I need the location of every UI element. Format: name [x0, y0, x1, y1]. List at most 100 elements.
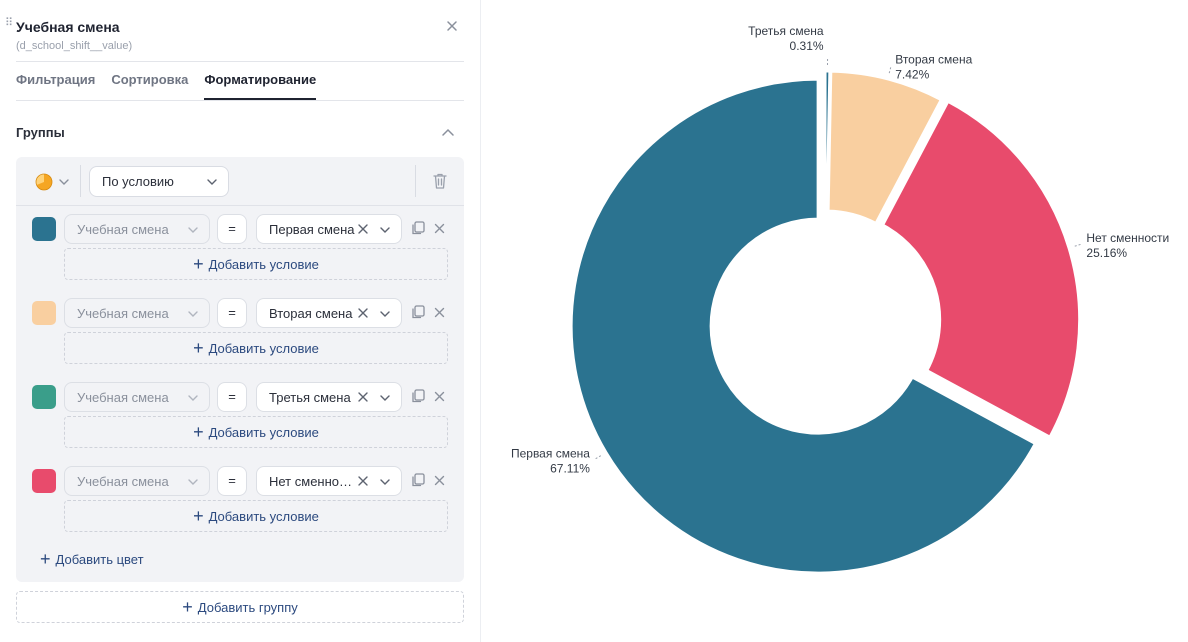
slice-leader-line	[1074, 243, 1083, 247]
tabs: Фильтрация Сортировка Форматирование	[16, 72, 332, 100]
divider	[415, 165, 416, 197]
add-group-label: Добавить группу	[197, 599, 298, 615]
slice-value-label: 7.42%	[895, 67, 929, 81]
value-select[interactable]: Вторая смена	[256, 298, 402, 328]
operator-select[interactable]: =	[217, 382, 247, 412]
chevron-down-icon	[207, 178, 217, 185]
add-group-button[interactable]: + Добавить группу	[16, 591, 464, 623]
divider	[16, 61, 464, 62]
slice-leader-line	[888, 65, 892, 74]
pie-slice[interactable]	[569, 77, 1037, 575]
close-icon[interactable]	[434, 391, 445, 402]
add-condition-label: Добавить условие	[208, 340, 319, 356]
tab-filter[interactable]: Фильтрация	[16, 72, 96, 87]
slice-label: Первая смена	[511, 447, 590, 461]
close-icon[interactable]	[434, 307, 445, 318]
add-condition-label: Добавить условие	[208, 424, 319, 440]
copy-icon[interactable]	[410, 304, 426, 320]
chart-area: Третья смена 0.31% Вторая смена 7.42% Нет см…	[480, 0, 1188, 642]
value-select-label: Нет сменности	[269, 473, 357, 489]
chevron-up-icon[interactable]	[440, 125, 456, 141]
slice-value-label: 67.11%	[550, 462, 590, 476]
color-swatch[interactable]	[32, 469, 56, 493]
divider	[16, 205, 464, 206]
copy-icon[interactable]	[410, 220, 426, 236]
field-select-label: Учебная смена	[77, 389, 169, 405]
color-rule: Учебная смена = Третья смена + Добавить у…	[16, 382, 464, 469]
operator-select[interactable]: =	[217, 298, 247, 328]
slice-leader-line	[593, 455, 602, 461]
tab-sort[interactable]: Сортировка	[111, 72, 189, 87]
clear-icon[interactable]	[357, 391, 369, 403]
chevron-down-icon	[59, 179, 69, 185]
chart-type-button[interactable]	[34, 171, 74, 193]
copy-icon[interactable]	[410, 472, 426, 488]
chevron-down-icon	[188, 311, 198, 317]
color-rule: Учебная смена = Нет сменности + Добавить …	[16, 466, 464, 553]
value-select[interactable]: Нет сменности	[256, 466, 402, 496]
chevron-down-icon	[188, 395, 198, 401]
field-select[interactable]: Учебная смена	[64, 214, 210, 244]
field-select[interactable]: Учебная смена	[64, 382, 210, 412]
field-select-label: Учебная смена	[77, 221, 169, 237]
chevron-down-icon	[188, 227, 198, 233]
close-icon[interactable]	[444, 18, 460, 34]
chevron-down-icon	[380, 479, 390, 485]
field-select-label: Учебная смена	[77, 473, 169, 489]
add-condition-button[interactable]: + Добавить условие	[64, 416, 448, 448]
pie-slice[interactable]	[826, 69, 943, 226]
chevron-down-icon	[188, 479, 198, 485]
section-title-groups: Группы	[16, 125, 65, 140]
chevron-down-icon	[380, 227, 390, 233]
add-condition-label: Добавить условие	[208, 508, 319, 524]
add-condition-button[interactable]: + Добавить условие	[64, 248, 448, 280]
value-select-label: Вторая смена	[269, 305, 353, 321]
trash-icon[interactable]	[432, 172, 448, 190]
color-rule: Учебная смена = Вторая смена + Добавить у…	[16, 298, 464, 385]
slice-label: Нет сменности	[1086, 231, 1169, 245]
slice-label: Третья смена	[748, 24, 824, 38]
add-condition-button[interactable]: + Добавить условие	[64, 500, 448, 532]
group-mode-select[interactable]: По условию	[89, 166, 229, 197]
clear-icon[interactable]	[357, 307, 369, 319]
color-swatch[interactable]	[32, 217, 56, 241]
add-color-label: Добавить цвет	[55, 551, 144, 567]
slice-value-label: 25.16%	[1086, 246, 1127, 260]
close-icon[interactable]	[434, 475, 445, 486]
pie-chart-icon	[35, 173, 53, 191]
value-select[interactable]: Третья смена	[256, 382, 402, 412]
pie-slice[interactable]	[881, 99, 1082, 439]
operator-select[interactable]: =	[217, 466, 247, 496]
panel-title: Учебная смена	[16, 19, 120, 35]
group-card: По условию Учебная смена = Первая смена …	[16, 157, 464, 582]
add-condition-label: Добавить условие	[208, 256, 319, 272]
value-select[interactable]: Первая смена	[256, 214, 402, 244]
color-swatch[interactable]	[32, 385, 56, 409]
close-icon[interactable]	[434, 223, 445, 234]
value-select-label: Третья смена	[269, 389, 351, 405]
tab-format[interactable]: Форматирование	[204, 72, 317, 100]
field-select[interactable]: Учебная смена	[64, 466, 210, 496]
group-mode-label: По условию	[102, 174, 174, 189]
slice-label: Вторая смена	[895, 52, 972, 66]
settings-panel: ⠿ Учебная смена (d_school_shift__value) …	[0, 0, 480, 642]
chevron-down-icon	[380, 395, 390, 401]
operator-select[interactable]: =	[217, 214, 247, 244]
divider	[80, 165, 81, 197]
clear-icon[interactable]	[357, 223, 369, 235]
clear-icon[interactable]	[357, 475, 369, 487]
value-select-label: Первая смена	[269, 221, 355, 237]
divider	[16, 100, 464, 101]
color-rule: Учебная смена = Первая смена + Добавить у…	[16, 214, 464, 301]
copy-icon[interactable]	[410, 388, 426, 404]
chevron-down-icon	[380, 311, 390, 317]
add-condition-button[interactable]: + Добавить условие	[64, 332, 448, 364]
field-select[interactable]: Учебная смена	[64, 298, 210, 328]
drag-handle-icon[interactable]: ⠿	[5, 17, 13, 29]
field-select-label: Учебная смена	[77, 305, 169, 321]
add-color-button[interactable]: + Добавить цвет	[40, 549, 144, 569]
panel-subtitle: (d_school_shift__value)	[16, 40, 133, 52]
slice-value-label: 0.31%	[790, 39, 824, 53]
color-swatch[interactable]	[32, 301, 56, 325]
